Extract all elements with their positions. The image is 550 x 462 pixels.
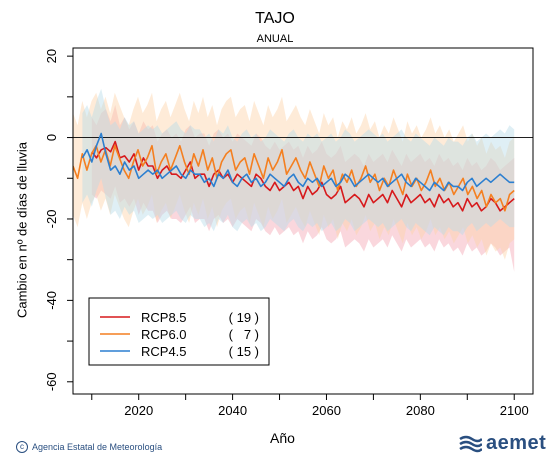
legend-count: ( 7 ) <box>229 327 259 342</box>
x-tick-label: 2060 <box>312 403 341 418</box>
band-rcp85 <box>91 105 515 272</box>
copyright-icon: c <box>16 441 28 453</box>
x-tick-label: 2040 <box>218 403 247 418</box>
footer-credit: c Agencia Estatal de Meteorología <box>16 441 162 453</box>
aemet-logo: aemet <box>458 432 546 455</box>
y-axis: 20 0 -20 -40 -60 <box>44 49 73 391</box>
line-rcp45 <box>81 132 515 192</box>
y-tick-label: -40 <box>44 291 59 310</box>
band-rcp60 <box>73 92 515 260</box>
line-rcp60 <box>73 144 515 212</box>
y-tick-label: -20 <box>44 210 59 229</box>
chart-subtitle: ANUAL <box>256 33 294 45</box>
aemet-logo-text: aemet <box>486 432 547 454</box>
aemet-logo-icon <box>459 435 482 452</box>
x-axis-label: Año <box>270 430 295 446</box>
legend-count: ( 15 ) <box>229 344 259 359</box>
series-lines <box>73 132 515 212</box>
legend: RCP8.5 ( 19 ) RCP6.0 ( 7 ) RCP4.5 ( 15 ) <box>88 297 270 366</box>
x-axis: 2020 2040 2060 2080 2100 <box>91 394 529 418</box>
legend-label: RCP6.0 <box>141 327 187 342</box>
x-tick-label: 2100 <box>500 403 529 418</box>
y-axis-label: Cambio en nº de días de lluvia <box>14 141 30 319</box>
x-tick-label: 2080 <box>406 403 435 418</box>
line-rcp85 <box>91 140 515 212</box>
y-tick-label: -60 <box>44 372 59 391</box>
agency-name: Agencia Estatal de Meteorología <box>32 442 163 452</box>
legend-box <box>88 297 270 366</box>
legend-label: RCP8.5 <box>141 310 187 325</box>
uncertainty-bands <box>73 88 515 272</box>
legend-label: RCP4.5 <box>141 344 187 359</box>
plot-frame <box>72 47 534 395</box>
chart-title: TAJO <box>255 10 295 27</box>
y-tick-label: 20 <box>44 49 59 63</box>
x-tick-label: 2020 <box>124 403 153 418</box>
legend-count: ( 19 ) <box>229 310 259 325</box>
y-tick-label: 0 <box>44 134 59 141</box>
